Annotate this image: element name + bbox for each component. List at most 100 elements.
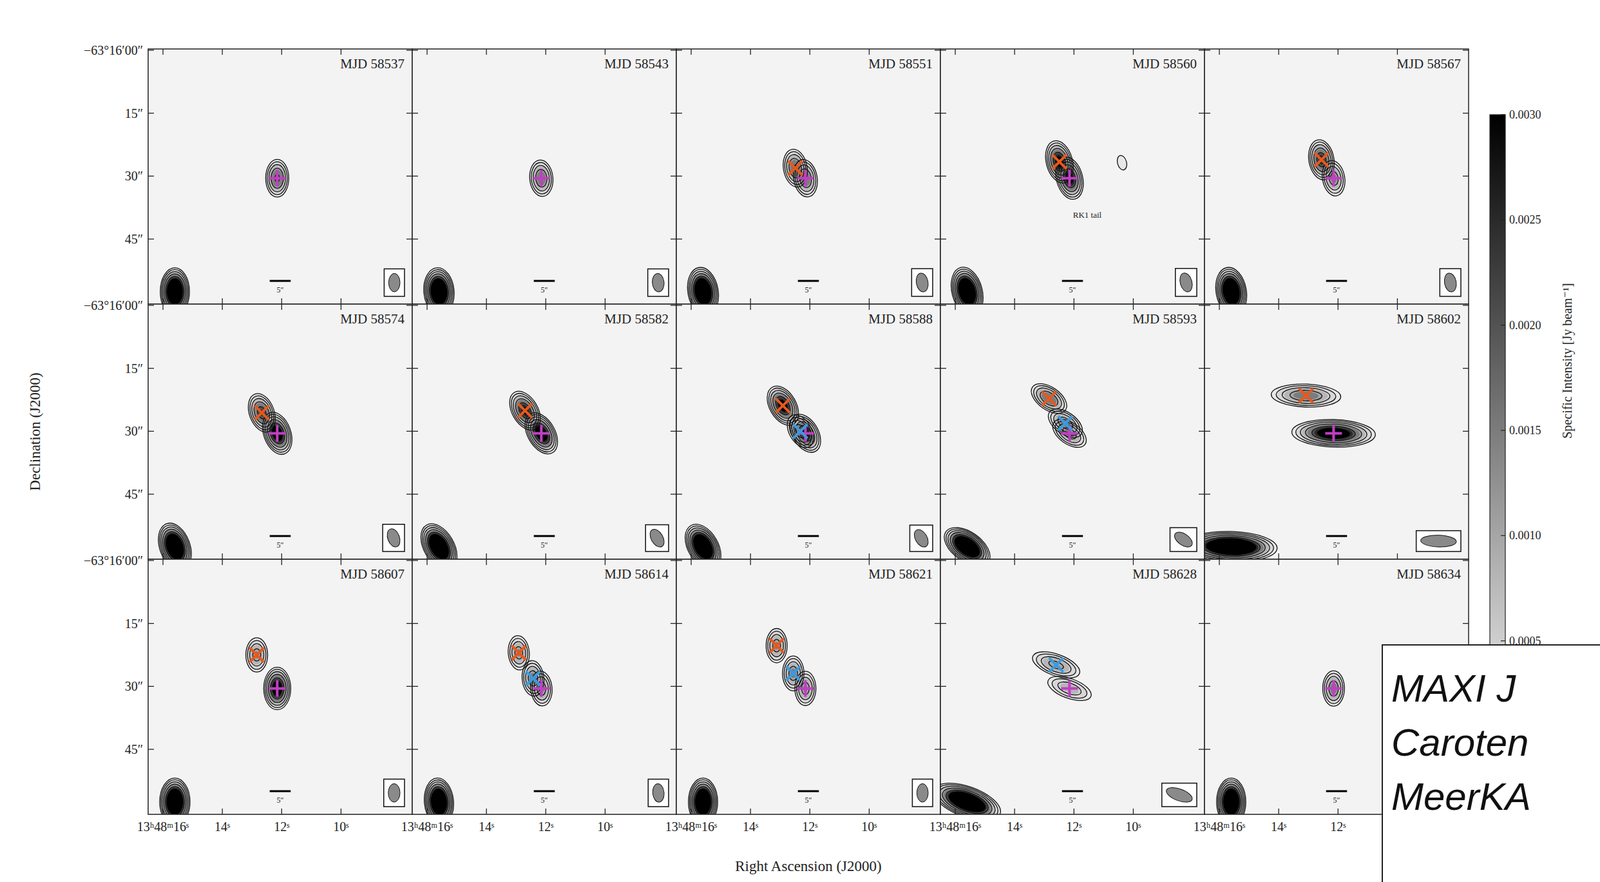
panel-background bbox=[148, 304, 413, 560]
x-tick bbox=[340, 298, 342, 305]
contour bbox=[1216, 778, 1246, 815]
x-tick-label: 13ʰ48ᵐ16ˢ bbox=[1193, 819, 1246, 834]
panel-background bbox=[148, 559, 413, 815]
panel-title: MJD 58614 bbox=[604, 566, 669, 582]
contour bbox=[940, 521, 995, 560]
scale-bar-label: 5″ bbox=[541, 540, 549, 550]
emission-fill bbox=[159, 526, 192, 560]
y-tick bbox=[1462, 49, 1469, 51]
colorbar-tick-label: 0.0010 bbox=[1509, 528, 1542, 542]
x-tick bbox=[486, 553, 487, 560]
contour bbox=[763, 383, 804, 429]
y-tick bbox=[1462, 304, 1469, 306]
emission-fill bbox=[164, 273, 187, 305]
contour bbox=[505, 388, 545, 433]
y-tick bbox=[676, 238, 683, 239]
y-tick bbox=[670, 559, 677, 561]
contour bbox=[679, 519, 726, 560]
y-tick bbox=[412, 238, 419, 239]
panel-title: MJD 58560 bbox=[1132, 56, 1197, 72]
x-tick bbox=[222, 304, 223, 310]
y-tick bbox=[670, 430, 677, 432]
contour bbox=[1291, 418, 1376, 449]
emission-fill bbox=[688, 778, 718, 815]
y-tick bbox=[412, 49, 419, 51]
x-tick bbox=[690, 304, 692, 310]
panel-plot bbox=[676, 48, 941, 305]
emission-fill bbox=[695, 788, 712, 815]
y-tick bbox=[670, 112, 677, 114]
x-tick bbox=[1397, 304, 1398, 310]
contour bbox=[1051, 416, 1088, 451]
contour bbox=[940, 781, 996, 815]
emission-fill bbox=[1216, 778, 1246, 815]
emission-fill bbox=[267, 161, 288, 195]
y-tick bbox=[148, 49, 154, 51]
contour bbox=[942, 524, 992, 560]
x-tick bbox=[604, 304, 606, 310]
emission-fill bbox=[772, 393, 794, 418]
contour bbox=[768, 389, 797, 422]
scale-bar bbox=[533, 790, 556, 793]
contour bbox=[246, 637, 268, 672]
x-tick bbox=[1337, 808, 1339, 815]
marker-stroke bbox=[775, 398, 790, 413]
x-tick bbox=[809, 298, 811, 305]
panel-title: MJD 58588 bbox=[868, 311, 933, 327]
contour bbox=[153, 520, 196, 560]
contour bbox=[689, 779, 717, 815]
y-tick bbox=[406, 430, 413, 432]
x-tick bbox=[690, 48, 692, 55]
marker-stroke bbox=[788, 161, 803, 176]
marker-core bbox=[268, 425, 286, 442]
scale-bar-label: 5″ bbox=[1333, 285, 1341, 295]
contour bbox=[419, 524, 458, 560]
x-tick bbox=[162, 298, 163, 305]
contour bbox=[245, 392, 279, 433]
marker-stroke bbox=[275, 425, 279, 442]
contour bbox=[165, 276, 185, 305]
contour bbox=[1212, 264, 1251, 305]
x-tick bbox=[222, 559, 223, 565]
x-tick bbox=[340, 304, 342, 310]
y-tick bbox=[670, 493, 677, 495]
colorbar-tick-label: 0.0020 bbox=[1509, 318, 1542, 332]
emission-fill bbox=[1204, 529, 1278, 560]
y-tick bbox=[676, 685, 683, 687]
x-tick bbox=[426, 298, 428, 305]
y-tick bbox=[1204, 559, 1211, 561]
panel-title: MJD 58634 bbox=[1396, 566, 1461, 582]
beam bbox=[651, 783, 665, 803]
x-tick bbox=[954, 553, 956, 560]
x-tick bbox=[426, 48, 428, 55]
x-tick bbox=[690, 559, 692, 565]
y-tick bbox=[940, 493, 947, 495]
contour bbox=[1218, 779, 1246, 815]
y-tick bbox=[1462, 622, 1469, 624]
scale-bar-label: 5″ bbox=[276, 285, 285, 295]
x-tick bbox=[604, 298, 606, 305]
marker-rk2 bbox=[525, 671, 540, 686]
contour bbox=[1037, 387, 1061, 409]
y-axis-title: Declination (J2000) bbox=[27, 372, 44, 491]
x-tick bbox=[690, 553, 692, 560]
emission-fill bbox=[1207, 537, 1256, 556]
contour bbox=[263, 667, 291, 710]
x-tick-label: 14ˢ bbox=[742, 819, 759, 834]
x-tick bbox=[1337, 298, 1339, 305]
y-tick bbox=[1198, 238, 1205, 239]
contour bbox=[1319, 158, 1349, 198]
emission-fill bbox=[511, 395, 538, 426]
y-tick bbox=[148, 367, 154, 369]
contour bbox=[268, 164, 286, 192]
emission-fill bbox=[1055, 414, 1076, 432]
panel-frame bbox=[148, 48, 413, 305]
contour bbox=[792, 418, 819, 448]
scale-bar-label: 5″ bbox=[276, 795, 285, 805]
y-tick bbox=[412, 622, 419, 624]
x-tick bbox=[545, 559, 547, 565]
contour bbox=[1056, 678, 1083, 697]
contour bbox=[688, 778, 718, 815]
emission-fill bbox=[421, 266, 457, 305]
emission-fill bbox=[782, 655, 804, 691]
